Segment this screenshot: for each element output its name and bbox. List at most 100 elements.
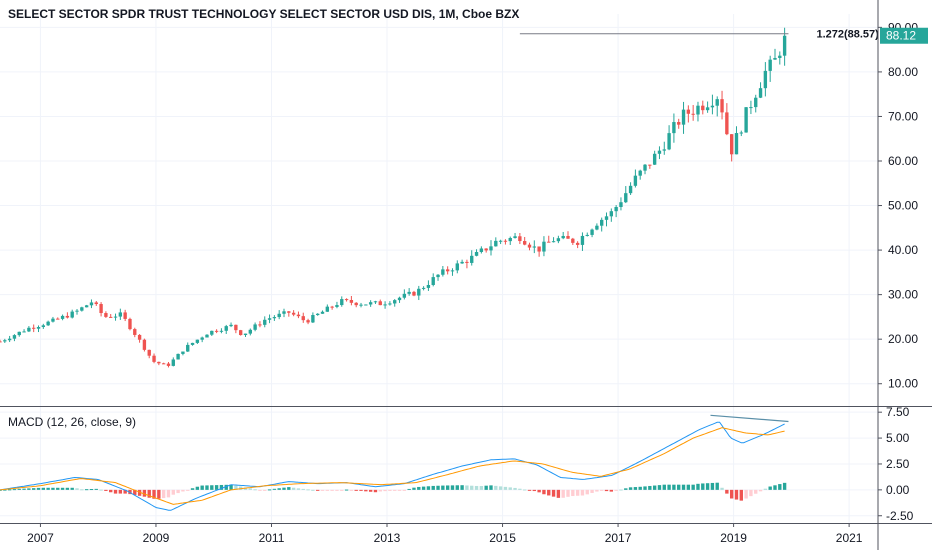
candle-body [513,236,517,238]
candle-body [282,311,286,314]
candle-body [667,133,671,150]
candle-body [604,216,609,220]
histogram-bar [287,487,291,490]
histogram-bar [186,489,190,491]
candle-body [729,134,734,155]
candle-body [17,331,21,336]
candle-body [537,246,541,252]
candle-body [441,269,445,275]
histogram-bar [137,489,142,496]
histogram-bar [508,487,512,490]
candle-body [744,107,748,133]
candle-body [99,304,103,314]
candle-body [460,261,464,264]
candle-body [84,305,89,308]
candle-body [749,107,753,109]
histogram-bar [383,489,387,492]
histogram-bar [479,486,484,490]
candle-body [773,57,777,60]
histogram-bar [725,489,729,494]
candle-body [701,105,705,111]
candle-body [402,293,407,298]
candle-body [229,324,233,327]
histogram-bar [421,486,426,490]
candle-body [763,70,768,89]
candle-body [195,339,200,343]
histogram-bar [710,482,715,490]
candle-body [758,88,763,98]
histogram-bar [407,488,411,490]
histogram-bar [619,489,623,491]
candle-body [672,122,676,134]
histogram-bar [600,489,604,491]
candle-body [186,344,190,352]
price-tick-label: 10.00 [888,377,918,391]
candle-body [585,234,589,236]
histogram-bar [604,489,609,492]
histogram-bar [754,489,758,494]
histogram-bar [22,488,26,490]
candle-body [243,333,248,336]
candle-body [518,236,522,242]
histogram-bar [744,489,748,499]
histogram-bar [715,482,719,490]
candle-body [65,315,70,318]
histogram-bar [12,489,17,491]
candle-body [450,270,455,272]
candle-body [388,303,392,305]
histogram-bar [412,487,416,490]
candle-body [725,112,729,135]
histogram-bar [590,489,594,493]
candle-body [638,170,642,176]
candle-body [378,301,382,306]
histogram-bar [768,486,772,490]
histogram-bar [518,488,522,490]
candle-body [571,238,575,243]
histogram-bar [118,489,123,494]
candle-body [421,287,426,289]
histogram-bar [340,489,344,491]
candle-body [152,355,156,362]
histogram-bar [532,489,536,492]
histogram-bar [368,489,373,492]
candle-body [123,312,127,319]
candle-body [133,329,137,335]
candle-body [12,335,17,339]
time-tick-label: 2011 [259,531,285,545]
macd-indicator-label[interactable]: MACD (12, 26, close, 9) [8,415,136,429]
candle-body [609,211,614,217]
histogram-bar [157,489,161,499]
histogram-bar [32,488,36,490]
histogram-bar [113,489,118,494]
histogram-bar [417,486,421,490]
price-tick-label: 50.00 [888,199,918,213]
histogram-bar [243,487,248,490]
histogram-bar [705,483,710,490]
candle-body [445,269,450,272]
candle-body [267,318,272,320]
histogram-bar [46,487,50,490]
candle-body [238,330,243,336]
histogram-bar [633,487,638,490]
histogram-bar [561,489,565,498]
candle-body [715,99,719,106]
histogram-bar [662,484,666,490]
histogram-bar [672,484,676,490]
candle-body [335,305,339,307]
candle-body [330,306,334,308]
histogram-bar [267,489,272,491]
macd-tick-label: -2.50 [886,509,914,523]
candle-body [494,240,498,247]
histogram-bar [238,486,243,490]
histogram-bar [166,489,171,498]
histogram-bar [0,489,2,491]
histogram-bar [344,489,349,491]
macd-tick-label: 5.00 [886,431,910,445]
signal-line [0,427,785,505]
histogram-bar [70,487,74,490]
candle-body [354,302,358,306]
histogram-bar [677,484,681,490]
histogram-bar [354,489,358,491]
